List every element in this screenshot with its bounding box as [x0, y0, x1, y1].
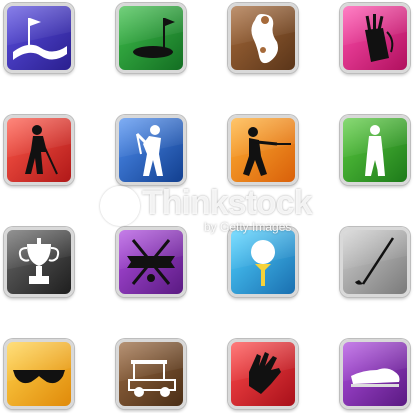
golfer-follow-through-icon	[135, 125, 163, 176]
golf-hole-flag-button[interactable]	[116, 3, 186, 73]
crossed-clubs-banner-button[interactable]	[116, 227, 186, 297]
golf-club-icon	[355, 237, 395, 285]
golf-glove-icon	[249, 352, 281, 394]
watermark-brand: Thinkstock	[142, 184, 312, 222]
golf-cart-button[interactable]	[116, 339, 186, 409]
golfer-swing-button[interactable]	[228, 115, 298, 185]
golfer-swing-icon	[243, 127, 291, 176]
golf-glove-button[interactable]	[228, 339, 298, 409]
golf-bag-icon	[365, 14, 394, 62]
golf-course-map-icon	[251, 14, 278, 64]
watermark-logo	[100, 186, 140, 226]
golf-ball-tee-icon	[251, 240, 275, 286]
golf-flag-green-icon	[13, 18, 67, 60]
crossed-clubs-banner-icon	[127, 239, 175, 285]
golfer-address-icon	[365, 125, 385, 177]
sunglasses-button[interactable]	[4, 339, 74, 409]
golf-ball-tee-button[interactable]	[228, 227, 298, 297]
golf-shoe-icon	[351, 368, 400, 387]
golf-shoe-button[interactable]	[340, 339, 410, 409]
sunglasses-icon	[13, 370, 65, 384]
golf-flag-green-button[interactable]	[4, 3, 74, 73]
golf-bag-button[interactable]	[340, 3, 410, 73]
golf-course-map-button[interactable]	[228, 3, 298, 73]
trophy-cup-button[interactable]	[4, 227, 74, 297]
golfer-address-button[interactable]	[340, 115, 410, 185]
trophy-cup-icon	[18, 238, 60, 284]
golfer-follow-through-button[interactable]	[116, 115, 186, 185]
golf-cart-icon	[128, 360, 176, 397]
golf-hole-flag-icon	[133, 18, 175, 58]
golf-club-button[interactable]	[340, 227, 410, 297]
golfer-putting-button[interactable]	[4, 115, 74, 185]
golfer-putting-icon	[25, 125, 58, 175]
